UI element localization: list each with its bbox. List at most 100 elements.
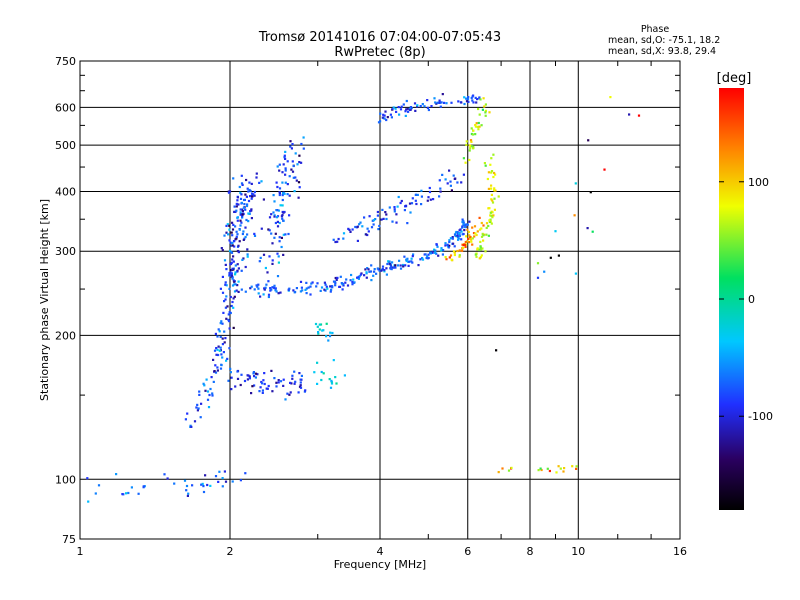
data-point [250, 192, 254, 195]
data-point [457, 237, 460, 240]
data-point [202, 382, 205, 385]
data-point [410, 260, 413, 263]
data-point [231, 277, 234, 280]
data-point [284, 167, 287, 170]
data-point [589, 191, 592, 194]
data-point [231, 267, 234, 270]
data-point [333, 280, 337, 283]
data-point [450, 189, 453, 192]
data-point [377, 228, 380, 231]
data-point [351, 228, 354, 231]
data-point [483, 162, 486, 165]
data-point [330, 379, 333, 382]
data-point [474, 133, 477, 136]
data-point [486, 177, 489, 181]
data-point [450, 258, 453, 261]
data-point [289, 145, 292, 148]
data-point [253, 288, 256, 291]
data-point [239, 211, 242, 214]
data-point [290, 382, 293, 385]
data-point [291, 160, 294, 163]
data-point [363, 216, 366, 219]
data-point [497, 471, 500, 474]
data-point [485, 222, 489, 225]
data-point [364, 268, 367, 271]
data-point [219, 346, 222, 349]
data-point [392, 266, 395, 269]
data-point [453, 177, 456, 180]
data-point [328, 335, 332, 338]
data-point [407, 110, 410, 113]
data-point [480, 221, 483, 225]
data-point [449, 184, 452, 187]
data-point [460, 230, 463, 233]
data-point [399, 108, 403, 111]
data-point [241, 183, 244, 186]
data-point [477, 121, 480, 125]
data-point [228, 239, 231, 242]
data-point [288, 393, 291, 396]
data-point [467, 237, 470, 240]
data-point [259, 295, 262, 298]
data-point [385, 273, 388, 276]
data-point [452, 250, 456, 253]
data-point [244, 290, 247, 293]
data-point [380, 218, 383, 221]
data-point [467, 241, 471, 244]
data-point [235, 237, 238, 240]
data-point [215, 353, 218, 356]
data-point [245, 218, 248, 222]
data-point [262, 198, 265, 201]
data-point [337, 237, 340, 241]
data-point [269, 289, 272, 292]
data-point [231, 244, 234, 247]
data-point [464, 161, 467, 164]
data-point [420, 195, 423, 198]
data-point [314, 322, 318, 326]
data-point [273, 215, 276, 218]
data-point [436, 101, 439, 104]
data-point [258, 260, 261, 263]
data-point [557, 254, 560, 257]
data-point [480, 254, 483, 257]
data-point [257, 283, 260, 286]
y-tick-label: 400 [55, 185, 76, 198]
data-point [490, 187, 493, 190]
data-point [404, 114, 407, 117]
data-point [275, 209, 278, 212]
data-point [216, 369, 219, 372]
data-point [426, 257, 429, 260]
data-point [334, 376, 337, 379]
data-point [434, 251, 437, 254]
data-point [241, 213, 244, 216]
data-point [453, 251, 456, 254]
data-point [236, 377, 240, 380]
data-point [295, 287, 298, 290]
data-point [248, 377, 251, 380]
data-point [397, 106, 400, 109]
data-point [482, 239, 485, 242]
data-point [209, 387, 212, 391]
data-point [381, 267, 384, 271]
data-point [330, 288, 333, 291]
data-point [163, 473, 166, 476]
data-point [283, 154, 286, 157]
data-point [297, 181, 301, 184]
data-point [281, 194, 284, 197]
data-point [250, 182, 253, 185]
data-point [291, 377, 294, 380]
data-point [302, 147, 305, 150]
data-point [246, 378, 249, 381]
data-point [342, 284, 345, 287]
data-point [374, 218, 377, 221]
data-point [328, 378, 331, 381]
data-point [342, 232, 346, 235]
data-point [256, 373, 259, 376]
data-point [261, 391, 264, 394]
data-point [402, 263, 405, 267]
data-point [330, 382, 334, 385]
data-point [493, 171, 496, 175]
data-point [384, 211, 387, 214]
data-point [240, 201, 243, 204]
data-point [404, 204, 408, 207]
